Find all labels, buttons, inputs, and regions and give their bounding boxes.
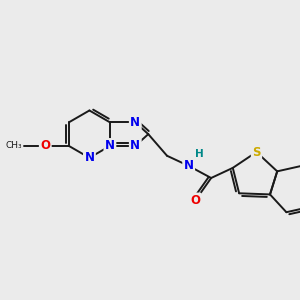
Text: N: N bbox=[130, 116, 140, 129]
Text: N: N bbox=[84, 151, 94, 164]
Text: H: H bbox=[195, 149, 204, 159]
Text: S: S bbox=[252, 146, 261, 158]
Text: N: N bbox=[105, 140, 115, 152]
Text: O: O bbox=[40, 140, 50, 152]
Text: N: N bbox=[130, 140, 140, 152]
Text: O: O bbox=[190, 194, 200, 207]
Text: CH₃: CH₃ bbox=[6, 142, 22, 151]
Text: N: N bbox=[184, 159, 194, 172]
